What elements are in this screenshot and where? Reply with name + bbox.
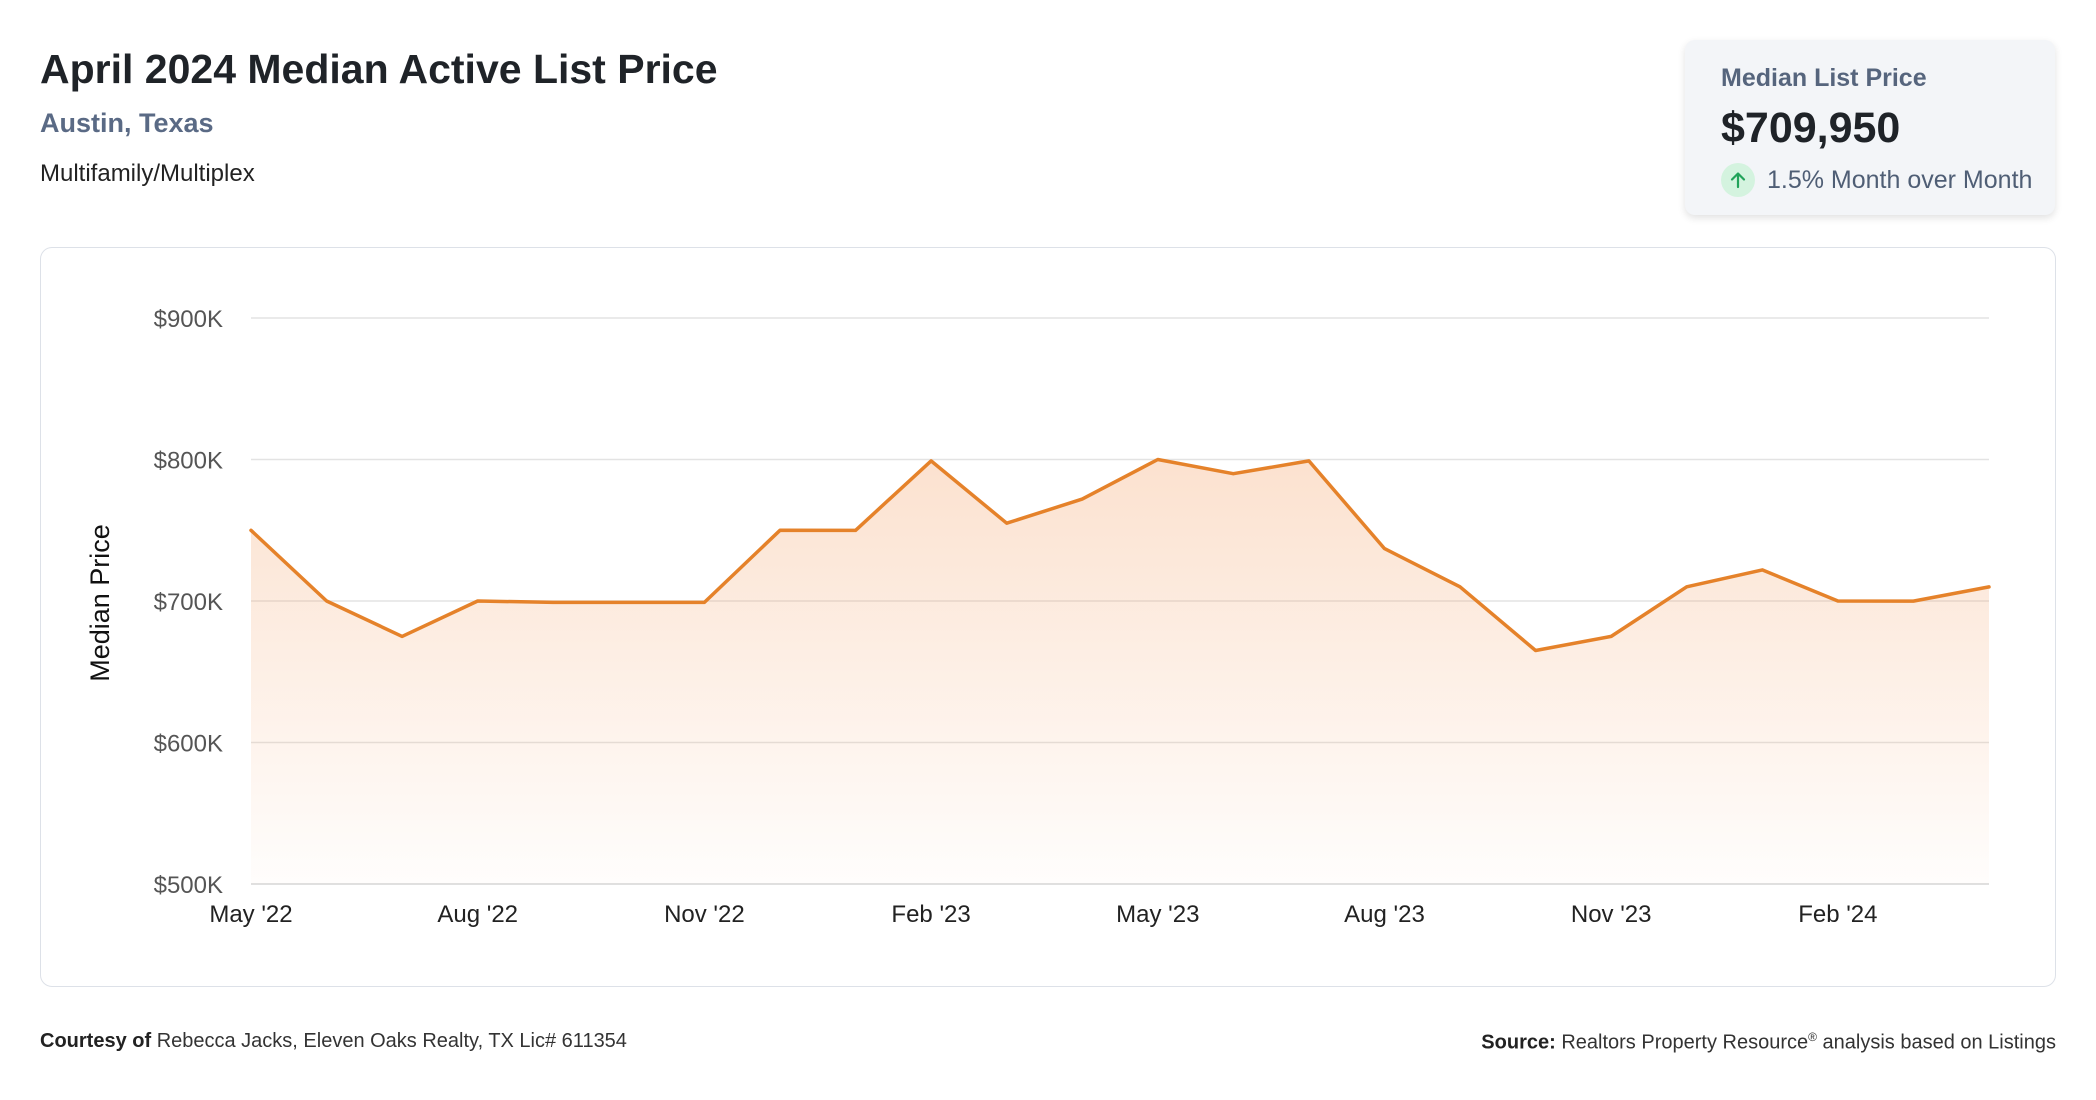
source-label: Source: [1481,1031,1556,1054]
y-tick-label: $800K [154,448,223,475]
y-tick-label: $700K [154,589,223,616]
y-tick-label: $600K [154,731,223,758]
courtesy-footer: Courtesy of Rebecca Jacks, Eleven Oaks R… [40,1030,627,1053]
source-text-suffix: analysis based on Listings [1816,1031,2057,1054]
courtesy-text: Rebecca Jacks, Eleven Oaks Realty, TX Li… [156,1030,627,1052]
y-axis-label: Median Price [85,524,115,682]
courtesy-label: Courtesy of [40,1030,152,1052]
page-title: April 2024 Median Active List Price [40,46,718,92]
source-text: Realtors Property Resource [1561,1031,1809,1054]
x-tick-label: Aug '22 [437,901,518,928]
y-tick-label: $900K [154,306,223,333]
median-price-chart: $900K $800K $700K $600K $500K May '22 Aug '22… [85,306,1991,928]
x-tick-label: Nov '22 [664,901,745,928]
registered-mark: ® [1808,1030,1817,1044]
chart-card: $900K $800K $700K $600K $500K May '22 Aug '22… [40,247,2056,987]
arrow-up-icon [1721,163,1755,197]
kpi-value: $709,950 [1721,104,1901,152]
x-tick-label: Feb '23 [891,901,970,928]
y-tick-label: $500K [154,872,223,899]
source-footer: Source: Realtors Property Resource® anal… [1481,1030,2056,1055]
kpi-change: 1.5% Month over Month [1721,162,2032,198]
property-type: Multifamily/Multiplex [40,160,255,187]
x-tick-label: Feb '24 [1798,901,1877,928]
area-fill [251,459,1989,884]
location-subtitle: Austin, Texas [40,108,214,138]
x-tick-label: May '23 [1116,901,1199,928]
median-list-price-card: Median List Price $709,950 1.5% Month ov… [1685,40,2055,215]
x-tick-label: Nov '23 [1571,901,1652,928]
x-tick-label: Aug '23 [1344,901,1425,928]
x-tick-label: May '22 [209,901,292,928]
kpi-change-text: 1.5% Month over Month [1767,165,2033,194]
series-line [249,457,1991,653]
kpi-label: Median List Price [1721,64,1927,92]
